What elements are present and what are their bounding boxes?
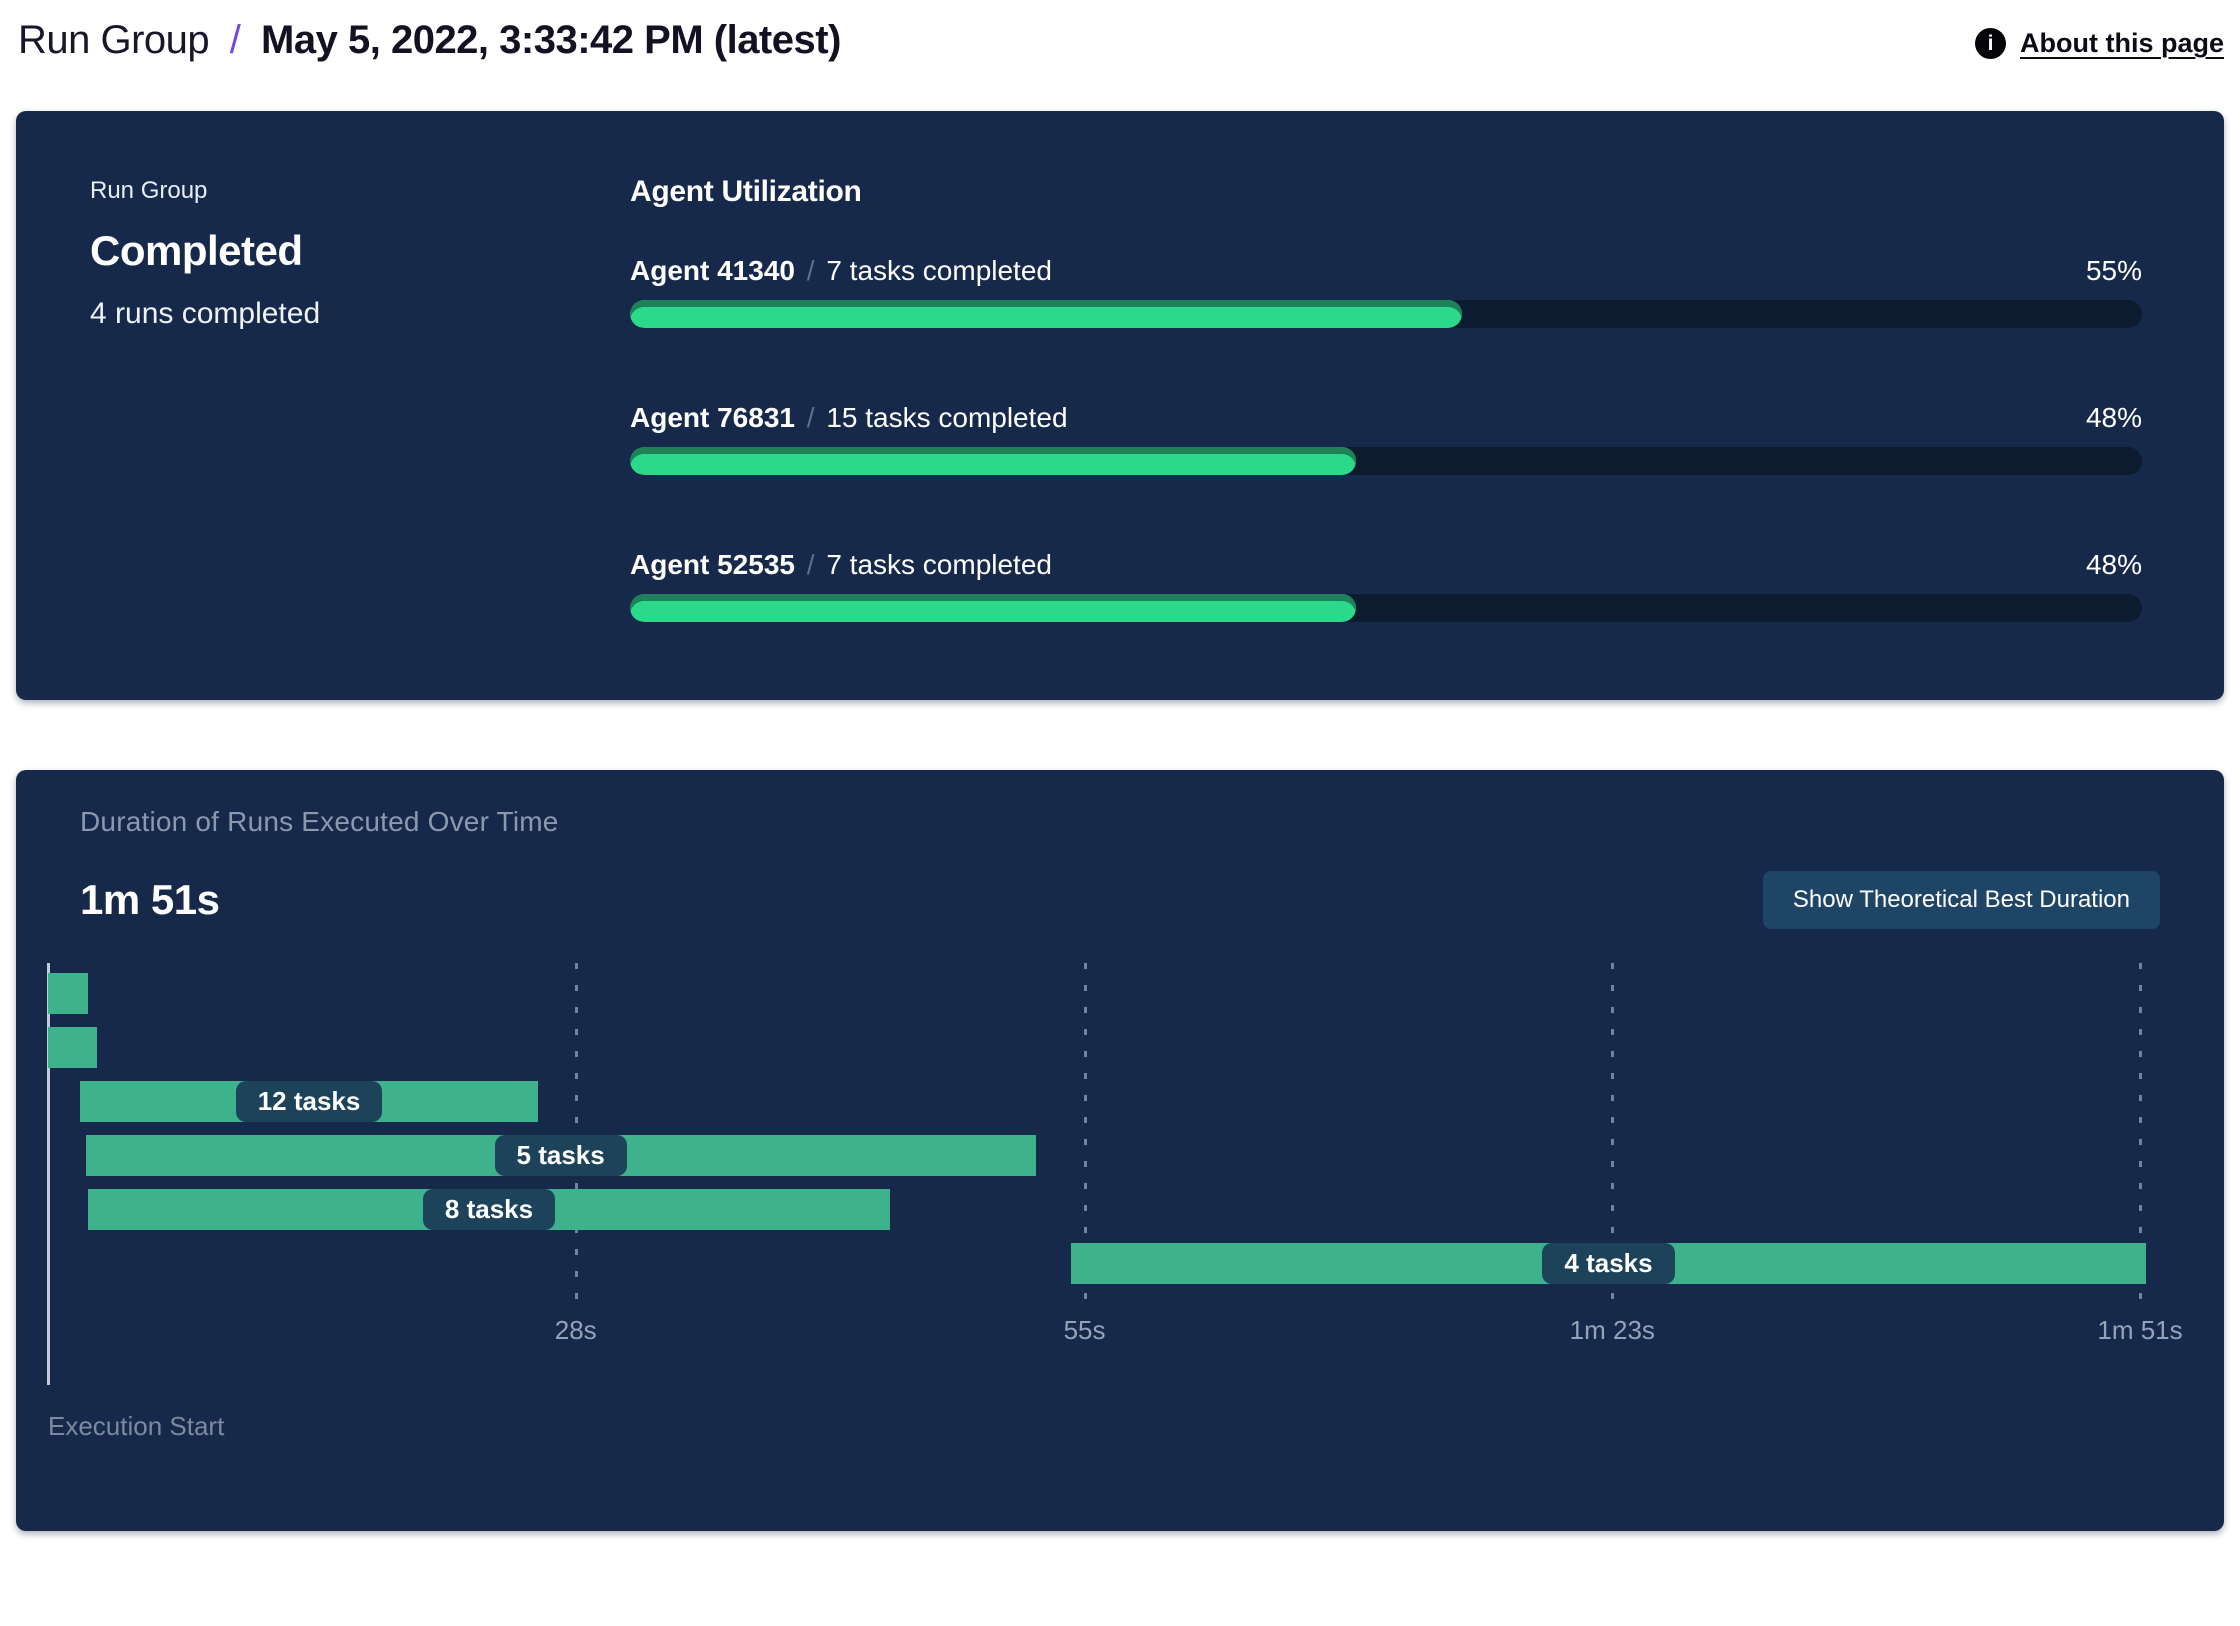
run-duration-bar[interactable]: 4 tasks	[1071, 1243, 2146, 1284]
agent-label-separator: /	[798, 402, 823, 433]
utilization-progress-fill	[630, 594, 1356, 622]
agent-name: Agent 76831	[630, 402, 795, 433]
agent-name: Agent 41340	[630, 255, 795, 286]
execution-start-label: Execution Start	[48, 1411, 225, 1441]
agent-utilization-percent: 48%	[2085, 402, 2142, 433]
agent-name: Agent 52535	[630, 549, 795, 580]
agent-utilization-percent: 48%	[2085, 549, 2142, 580]
x-tick-label: 1m 23s	[1569, 1315, 1655, 1345]
utilization-progress-track	[630, 447, 2142, 475]
x-gridline	[2139, 963, 2142, 1305]
agent-tasks-completed: 15 tasks completed	[826, 402, 1068, 433]
agent-utilization-percent: 55%	[2085, 255, 2142, 286]
info-icon	[1975, 28, 2006, 59]
duration-chart-title: Duration of Runs Executed Over Time	[80, 806, 559, 837]
agent-utilization-heading: Agent Utilization	[630, 175, 862, 208]
agent-label-separator: /	[798, 255, 823, 286]
gantt-chart: 28s 55s 1m 23s 1m 51s 12 tasks 5 tasks 8 tasks…	[47, 963, 2183, 1463]
page-header: Run Group / May 5, 2022, 3:33:42 PM (lat…	[16, 18, 2224, 63]
agent-tasks-completed: 7 tasks completed	[826, 549, 1052, 580]
run-duration-bar[interactable]	[48, 1027, 97, 1068]
breadcrumb-run-group[interactable]: Run Group	[18, 18, 210, 62]
run-duration-bar[interactable]: 12 tasks	[80, 1081, 538, 1122]
about-this-page-link[interactable]: About this page	[1975, 28, 2224, 59]
page-title: Run Group / May 5, 2022, 3:33:42 PM (lat…	[18, 18, 841, 63]
x-gridline	[574, 963, 578, 1305]
x-tick-label: 1m 51s	[2097, 1315, 2183, 1345]
utilization-progress-fill	[630, 447, 1356, 475]
x-tick-label: 28s	[554, 1315, 597, 1345]
run-duration-bar[interactable]: 5 tasks	[85, 1135, 1036, 1176]
x-gridline	[1083, 963, 1087, 1305]
utilization-progress-track	[630, 300, 2142, 328]
agent-utilization-section: Agent Utilization Agent 41340 / 7 tasks …	[630, 175, 2142, 622]
agent-utilization-row: Agent 76831 / 15 tasks completed 48%	[630, 402, 2142, 475]
run-duration-bar[interactable]	[48, 973, 88, 1014]
utilization-progress-fill	[630, 300, 1462, 328]
task-count-pill: 5 tasks	[494, 1135, 627, 1176]
task-count-pill: 4 tasks	[1542, 1243, 1675, 1284]
x-tick-label: 55s	[1063, 1315, 1106, 1345]
x-gridline	[1611, 963, 1615, 1305]
status-text: Completed	[90, 227, 303, 274]
agent-tasks-completed: 7 tasks completed	[826, 255, 1052, 286]
utilization-progress-track	[630, 594, 2142, 622]
run-summary-panel: Run Group Completed 4 runs completed Age…	[16, 111, 2224, 700]
show-theoretical-best-duration-button[interactable]: Show Theoretical Best Duration	[1762, 871, 2160, 929]
agent-utilization-list: Agent 41340 / 7 tasks completed 55% Agent …	[630, 255, 2142, 622]
agent-row-label: Agent 41340 / 7 tasks completed	[630, 255, 1052, 287]
run-timestamp-title: May 5, 2022, 3:33:42 PM (latest)	[261, 18, 841, 62]
task-count-pill: 8 tasks	[422, 1189, 556, 1230]
run-duration-bar[interactable]: 8 tasks	[87, 1189, 891, 1230]
run-group-label: Run Group	[90, 177, 208, 204]
agent-row-label: Agent 76831 / 15 tasks completed	[630, 402, 1068, 434]
execution-start-axis-line	[47, 963, 50, 1385]
agent-utilization-row: Agent 41340 / 7 tasks completed 55%	[630, 255, 2142, 328]
agent-row-label: Agent 52535 / 7 tasks completed	[630, 549, 1052, 581]
run-status-block: Run Group Completed 4 runs completed	[90, 175, 630, 622]
task-count-pill: 12 tasks	[235, 1081, 383, 1122]
about-link-label: About this page	[2020, 28, 2224, 58]
agent-label-separator: /	[798, 549, 823, 580]
total-duration-value: 1m 51s	[80, 876, 220, 923]
duration-panel: Duration of Runs Executed Over Time 1m 5…	[16, 770, 2224, 1531]
agent-utilization-row: Agent 52535 / 7 tasks completed 48%	[630, 549, 2142, 622]
runs-completed-text: 4 runs completed	[90, 297, 321, 330]
breadcrumb-separator: /	[229, 18, 241, 62]
gantt-plot-area: 28s 55s 1m 23s 1m 51s 12 tasks 5 tasks 8 tasks…	[48, 963, 2183, 1345]
duration-panel-header: Duration of Runs Executed Over Time 1m 5…	[80, 806, 2160, 929]
